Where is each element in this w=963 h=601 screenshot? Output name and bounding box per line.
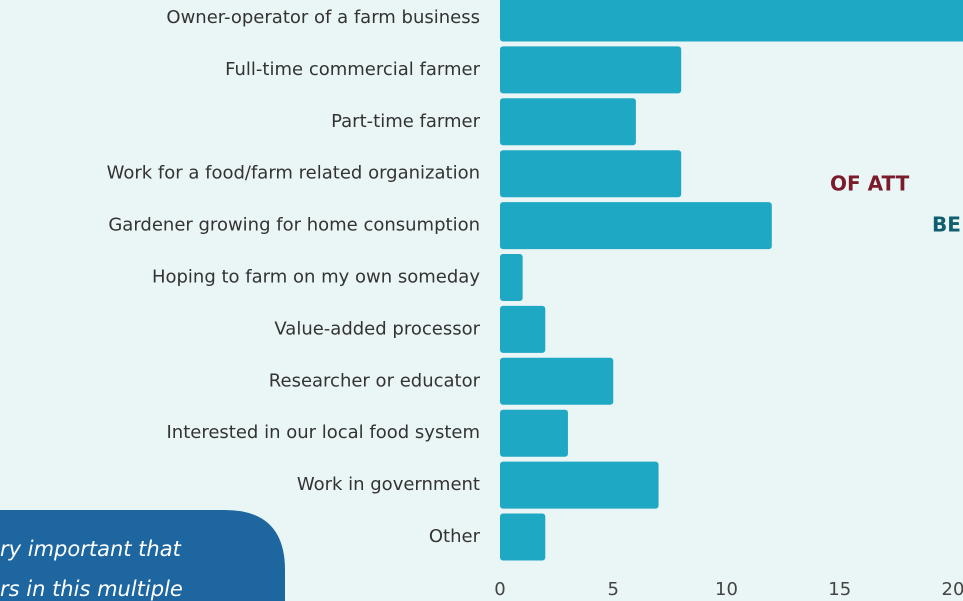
bar xyxy=(500,150,682,198)
bar xyxy=(500,461,659,509)
bar xyxy=(500,357,614,405)
bar xyxy=(500,409,568,457)
y-tick-label: Gardener growing for home consumption xyxy=(108,215,480,236)
bar xyxy=(500,513,546,561)
x-tick-label: 10 xyxy=(715,579,738,600)
quote-box xyxy=(0,510,285,601)
x-tick-label: 5 xyxy=(608,579,619,600)
bar xyxy=(500,305,546,353)
y-tick-label: Value-added processor xyxy=(274,318,480,339)
y-tick-label: Work in government xyxy=(297,474,480,495)
y-tick-label: Owner-operator of a farm business xyxy=(166,7,480,28)
bar xyxy=(500,0,963,42)
bar xyxy=(500,254,523,301)
y-tick-label: Other xyxy=(429,526,481,547)
y-tick-label: Full-time commercial farmer xyxy=(225,59,480,80)
y-tick-label: Researcher or educator xyxy=(269,370,481,391)
bar xyxy=(500,98,636,146)
y-tick-label: Part-time farmer xyxy=(331,111,480,132)
quote-line: rs in this multiple xyxy=(0,577,183,601)
y-tick-label: Interested in our local food system xyxy=(166,422,480,443)
bar xyxy=(500,46,682,94)
y-tick-label: Work for a food/farm related organizatio… xyxy=(107,163,480,184)
quote-line: ry important that xyxy=(0,537,182,561)
x-tick-label: 20 xyxy=(942,579,963,600)
x-tick-label: 0 xyxy=(494,579,505,600)
x-tick-label: 15 xyxy=(828,579,851,600)
side-heading: BE xyxy=(932,213,961,237)
y-tick-label: Hoping to farm on my own someday xyxy=(152,267,480,288)
side-heading: OF ATT xyxy=(830,172,910,196)
bar xyxy=(500,202,772,250)
